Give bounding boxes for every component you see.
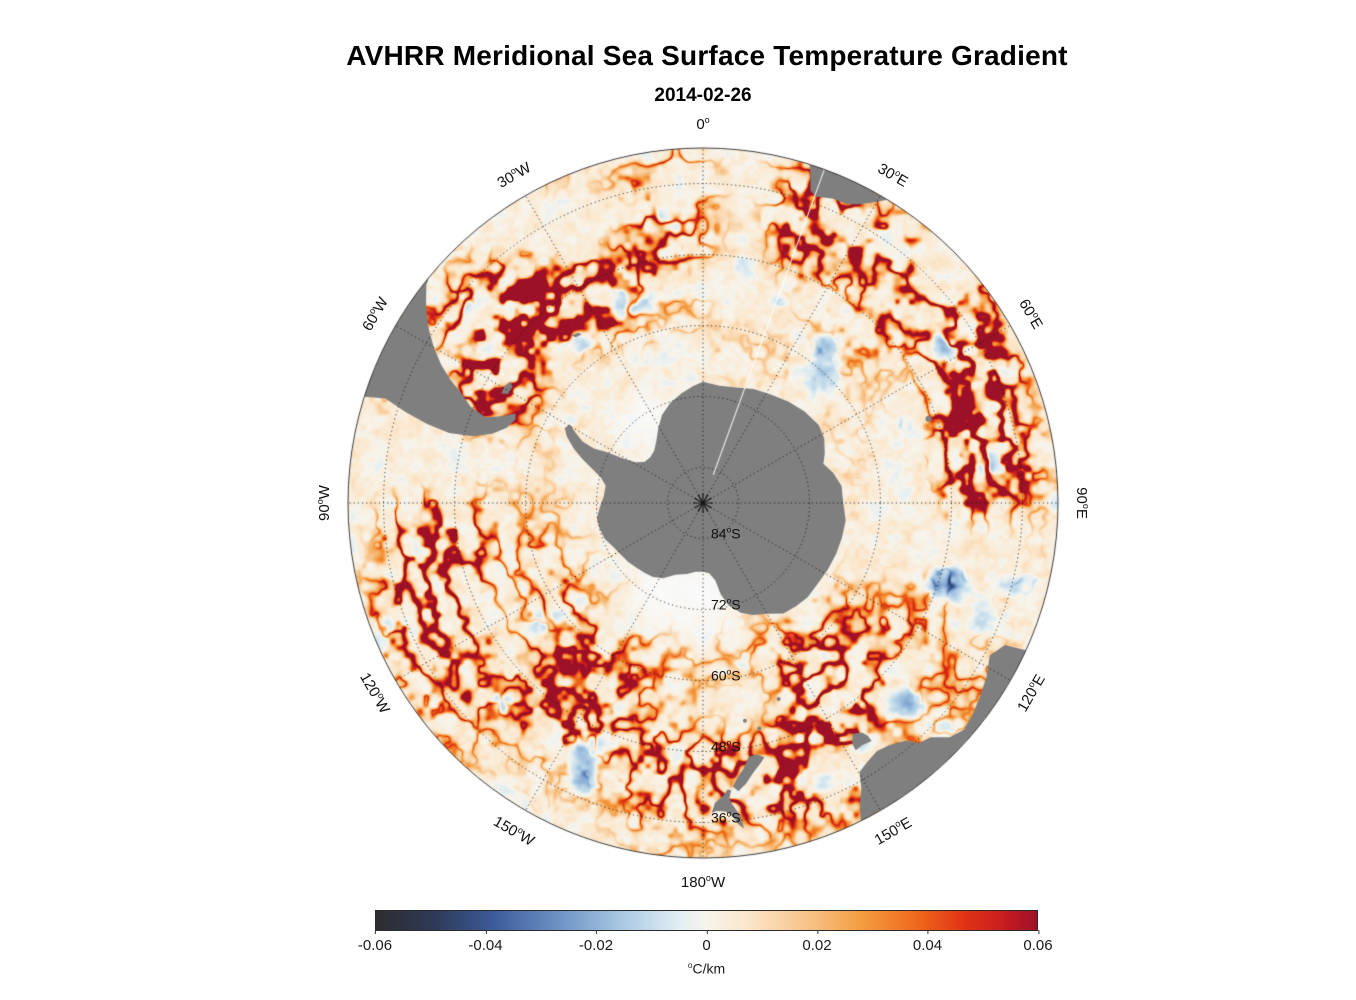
lat-label-72S: 72oS [711,595,741,612]
colorbar-tick-0: 0 [702,930,711,954]
lat-label-84S: 84oS [711,524,741,541]
colorbar-tick--0.02: -0.02 [578,930,614,954]
polar-map-canvas [343,143,1063,863]
colorbar-tick-0.04: 0.04 [912,930,943,954]
chart-title: AVHRR Meridional Sea Surface Temperature… [346,40,1068,71]
colorbar-tick-0.06: 0.06 [1023,930,1053,954]
lon-label-0: 0o [696,115,710,133]
lon-label-90E: 90oE [1073,487,1091,519]
colorbar-tick--0.06: -0.06 [357,930,393,954]
lon-label-180W: 180oW [680,873,726,891]
colorbar-tick--0.04: -0.04 [468,930,503,954]
lon-label-90W: 90oW [315,485,333,521]
lat-label-48S: 48oS [711,737,741,754]
colorbar-unit-label: oC/km [687,960,726,977]
colorbar-tick-0.02: 0.02 [802,930,832,954]
colorbar-tick-labels: -0.06 -0.04 -0.02 0 0.02 0.04 0.06 [358,930,1053,957]
lat-label-36S: 36oS [711,808,741,825]
lat-label-60S: 60oS [711,666,741,683]
colorbar-gradient [375,910,1038,931]
colorbar: -0.06 -0.04 -0.02 0 0.02 0.04 0.06 oC/km [358,910,1053,977]
chart-date-subtitle: 2014-02-26 [654,85,752,106]
